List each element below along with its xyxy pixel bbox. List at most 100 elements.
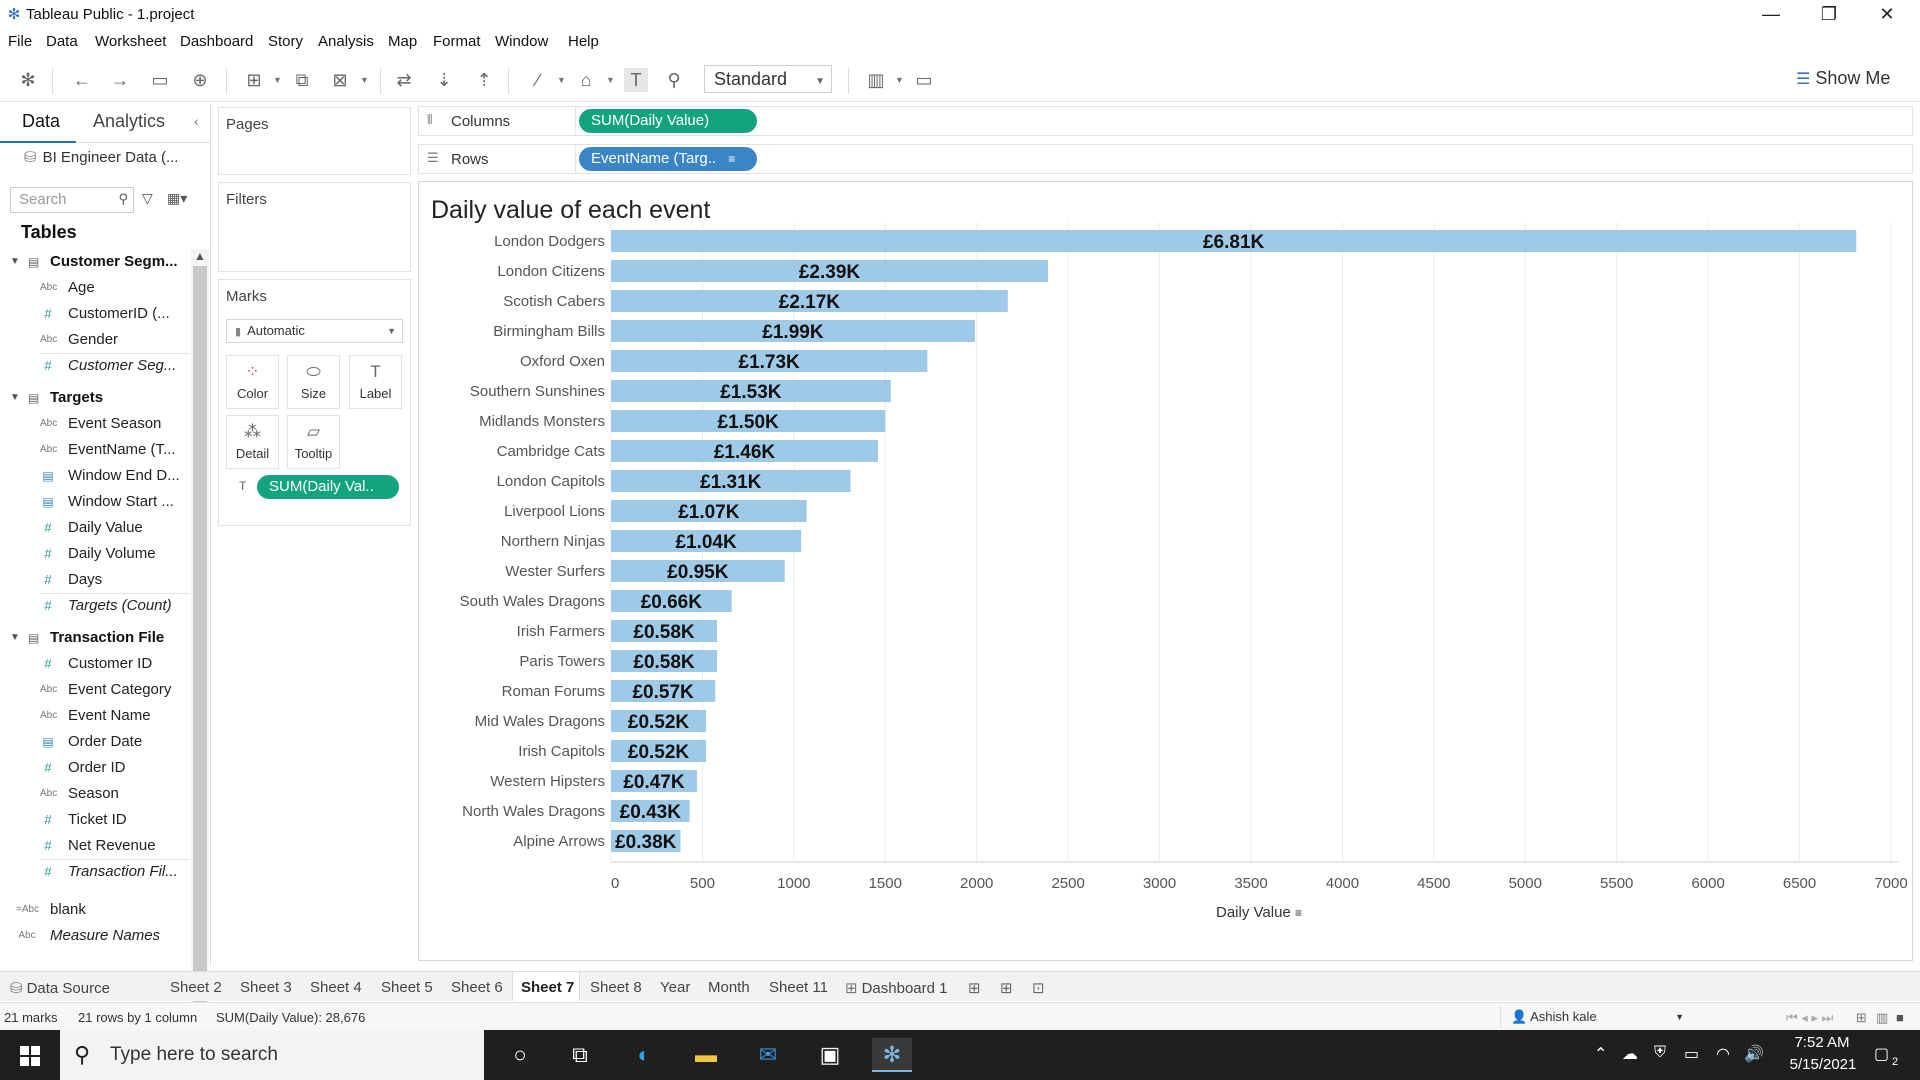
redo-icon[interactable]: → (111, 70, 129, 90)
field-item[interactable]: =Abc blank (0, 897, 190, 923)
field-item[interactable]: Abc Event Name (0, 703, 190, 729)
label-pill[interactable]: SUM(Daily Val.. (257, 475, 399, 499)
bar[interactable] (611, 260, 1049, 282)
group-members-icon[interactable]: ⌂ (580, 70, 592, 90)
bar[interactable] (611, 680, 716, 702)
battery-icon[interactable]: ▭ (1684, 1046, 1700, 1063)
tab-sheet-3[interactable]: Sheet 3 (240, 979, 292, 996)
tab-sheet-11[interactable]: Sheet 11 (769, 979, 828, 996)
sort-descending-icon[interactable]: ⇡ (476, 70, 492, 90)
menu-format[interactable]: Format (433, 33, 481, 50)
pin-axes-icon[interactable]: ⚲ (667, 70, 681, 90)
swap-rows-columns-icon[interactable]: ⇄ (396, 70, 412, 90)
highlight-icon[interactable]: ∕ (536, 70, 540, 90)
menu-analysis[interactable]: Analysis (318, 33, 374, 50)
bar[interactable] (611, 590, 732, 612)
clock-date[interactable]: 5/15/2021 (1789, 1056, 1857, 1073)
field-item[interactable]: # Ticket ID (0, 807, 190, 833)
show-me-button[interactable]: ☰ Show Me (1796, 68, 1890, 89)
menu-map[interactable]: Map (388, 33, 418, 50)
undo-icon[interactable]: ← (73, 70, 91, 90)
bar[interactable] (611, 770, 697, 792)
clear-sheet-icon[interactable]: ⊠ (332, 70, 348, 90)
field-item[interactable]: Abc Measure Names (0, 923, 190, 949)
field-item[interactable]: # Days (0, 567, 190, 593)
bar[interactable] (611, 350, 928, 372)
security-icon[interactable]: ⛨ (1654, 1044, 1667, 1061)
store-icon[interactable]: ▣ (819, 1042, 841, 1067)
sheet-nav-icon[interactable]: ⏮ ◂ ▸ ⏭ (1786, 1010, 1834, 1025)
x-axis-title[interactable]: Daily Value ≡ (1216, 904, 1302, 921)
field-item[interactable]: # Net Revenue (0, 833, 190, 859)
task-view-icon[interactable]: ⧉ (572, 1042, 588, 1067)
tab-sheet-8[interactable]: Sheet 8 (590, 979, 642, 996)
color-button[interactable]: ⁘ Color (226, 355, 279, 409)
tableau-home-icon[interactable]: ✻ (20, 70, 36, 90)
bar[interactable] (611, 800, 690, 822)
field-item[interactable]: # CustomerID (... (0, 301, 190, 327)
label-button[interactable]: T Label (349, 355, 402, 409)
field-item[interactable]: Abc Season (0, 781, 190, 807)
clock-time[interactable]: 7:52 AM (1794, 1034, 1850, 1051)
bar[interactable] (611, 560, 785, 582)
minimize-button[interactable]: — (1762, 4, 1780, 24)
onedrive-icon[interactable]: ☁ (1622, 1046, 1638, 1063)
table-header[interactable]: ▼ ▤ Customer Segm... (0, 249, 190, 275)
tab-sheet-6[interactable]: Sheet 6 (451, 979, 503, 996)
new-worksheet-icon[interactable]: ⊞ (246, 70, 262, 90)
show-hidden-icons-icon[interactable]: ⌃ (1594, 1046, 1608, 1063)
sheet-sorter-icon[interactable]: ⊞ (1856, 1010, 1867, 1025)
detail-button[interactable]: ⁂ Detail (226, 415, 279, 469)
notifications-icon[interactable]: ▢ (1874, 1046, 1890, 1063)
bar[interactable] (611, 830, 681, 852)
edge-browser-icon[interactable]: ◐ (637, 1042, 651, 1067)
pages-card[interactable]: Pages (218, 107, 411, 175)
chevron-down-icon[interactable]: ▼ (606, 75, 615, 85)
tab-data[interactable]: Data (22, 111, 61, 131)
menu-help[interactable]: Help (568, 33, 599, 50)
menu-data[interactable]: Data (46, 33, 78, 50)
scroll-up-icon[interactable]: ▲ (194, 249, 206, 263)
field-item[interactable]: # Targets (Count) (0, 593, 190, 619)
bar[interactable] (611, 320, 975, 342)
duplicate-sheet-icon[interactable]: ⧉ (295, 70, 309, 90)
fit-select[interactable]: Standard ▼ (704, 65, 832, 93)
scrollbar-thumb[interactable] (193, 266, 207, 1036)
tab-data-source[interactable]: ⛁ Data Source (10, 979, 110, 997)
field-item[interactable]: # Order ID (0, 755, 190, 781)
bar[interactable] (611, 410, 886, 432)
taskbar-search-input[interactable]: ⚲ Type here to search (60, 1030, 484, 1080)
field-item[interactable]: Abc EventName (T... (0, 437, 190, 463)
cortana-icon[interactable]: ○ (513, 1042, 527, 1067)
bar[interactable] (611, 740, 707, 762)
menu-window[interactable]: Window (495, 33, 549, 50)
chevron-down-icon[interactable]: ▼ (360, 75, 369, 85)
menu-worksheet[interactable]: Worksheet (95, 33, 167, 50)
field-item[interactable]: Abc Gender (0, 327, 190, 353)
bar[interactable] (611, 290, 1008, 312)
new-worksheet-icon[interactable]: ⊞ (968, 980, 981, 997)
table-header[interactable]: ▼ ▤ Targets (0, 385, 190, 411)
size-button[interactable]: ⬭ Size (287, 355, 340, 409)
presentation-mode-icon[interactable]: ▭ (915, 70, 933, 90)
field-item[interactable]: # Daily Value (0, 515, 190, 541)
field-item[interactable]: ▤ Window Start ... (0, 489, 190, 515)
data-source-item[interactable]: ⛁ BI Engineer Data (... (24, 148, 178, 166)
new-dashboard-icon[interactable]: ⊞ (1000, 980, 1013, 997)
bar[interactable] (611, 380, 891, 402)
field-item[interactable]: # Customer Seg... (0, 353, 190, 379)
tab-year[interactable]: Year (660, 979, 691, 996)
bar[interactable] (611, 710, 707, 732)
filmstrip-icon[interactable]: ▥ (1876, 1010, 1889, 1025)
bar[interactable] (611, 620, 718, 642)
view-options-icon[interactable]: ▦▾ (167, 190, 188, 206)
tooltip-button[interactable]: ▱ Tooltip (287, 415, 340, 469)
columns-pill[interactable]: SUM(Daily Value) (579, 109, 757, 133)
show-mark-labels-icon[interactable]: T (624, 68, 648, 92)
field-item[interactable]: Abc Event Season (0, 411, 190, 437)
menu-story[interactable]: Story (268, 33, 304, 50)
rows-pill[interactable]: EventName (Targ.. ≡ (579, 147, 757, 171)
bar[interactable] (611, 650, 718, 672)
filter-icon[interactable]: ▽ (142, 190, 153, 206)
field-item[interactable]: ▤ Window End D... (0, 463, 190, 489)
